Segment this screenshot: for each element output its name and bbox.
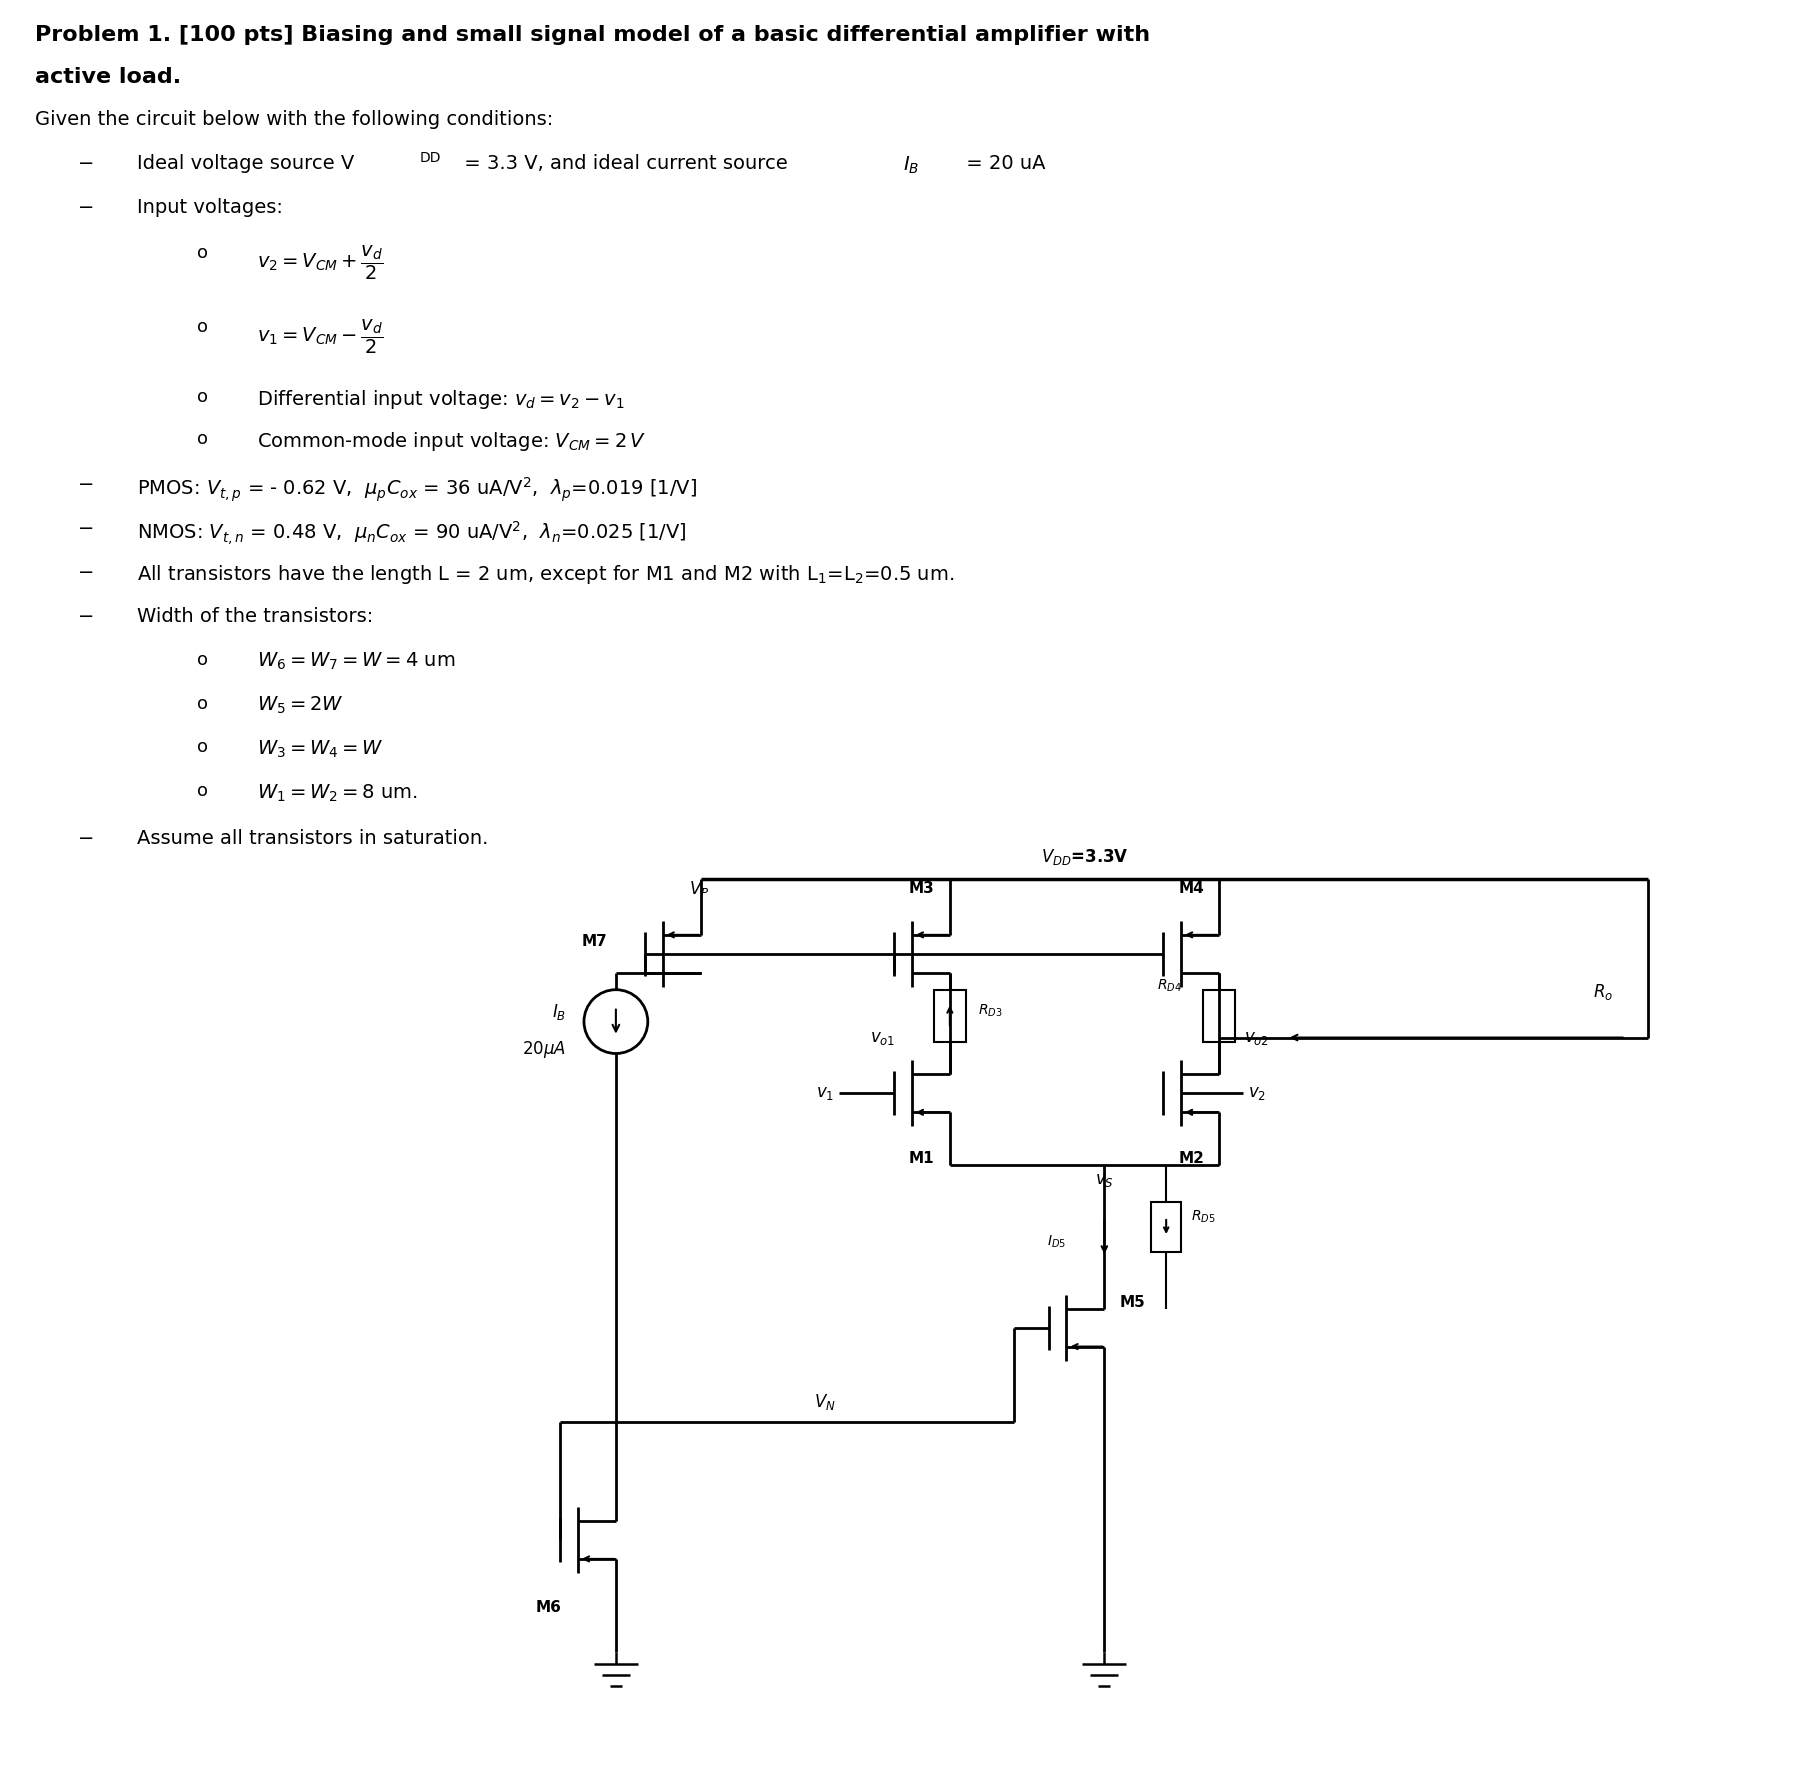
Text: $20\mu A$: $20\mu A$ <box>523 1038 566 1060</box>
Text: $V_N$: $V_N$ <box>815 1392 836 1413</box>
Text: Width of the transistors:: Width of the transistors: <box>137 607 373 626</box>
Text: $R_{D3}$: $R_{D3}$ <box>978 1003 1002 1019</box>
Text: $W_1 = W_2 = 8$ um.: $W_1 = W_2 = 8$ um. <box>258 783 418 803</box>
Text: −: − <box>77 607 94 626</box>
Text: −: − <box>77 564 94 582</box>
Text: M2: M2 <box>1179 1151 1204 1167</box>
Text: $V_P$: $V_P$ <box>690 880 710 899</box>
Text: active load.: active load. <box>34 66 180 87</box>
Text: Assume all transistors in saturation.: Assume all transistors in saturation. <box>137 830 488 847</box>
Text: o: o <box>196 430 209 448</box>
Text: M7: M7 <box>582 935 607 949</box>
Text: $I_B$: $I_B$ <box>551 1001 566 1022</box>
Text: o: o <box>196 318 209 335</box>
Text: o: o <box>196 783 209 801</box>
Text: $R_o$: $R_o$ <box>1593 981 1613 1001</box>
Text: Problem 1. [100 pts] Biasing and small signal model of a basic differential ampl: Problem 1. [100 pts] Biasing and small s… <box>34 25 1150 45</box>
Text: Input voltages:: Input voltages: <box>137 198 283 218</box>
Text: $R_{D4}$: $R_{D4}$ <box>1157 978 1182 994</box>
Text: $I_B$: $I_B$ <box>903 153 919 175</box>
Text: $v_1 = V_{CM} - \dfrac{v_d}{2}$: $v_1 = V_{CM} - \dfrac{v_d}{2}$ <box>258 318 384 357</box>
Text: DD: DD <box>420 152 441 166</box>
Text: M5: M5 <box>1119 1295 1144 1309</box>
Text: −: − <box>77 475 94 494</box>
Text: $V_{DD}$=3.3V: $V_{DD}$=3.3V <box>1040 847 1128 867</box>
Text: Given the circuit below with the following conditions:: Given the circuit below with the followi… <box>34 111 553 130</box>
Text: o: o <box>196 651 209 669</box>
Text: o: o <box>196 387 209 405</box>
Text: −: − <box>77 198 94 218</box>
FancyBboxPatch shape <box>1204 990 1234 1042</box>
FancyBboxPatch shape <box>1151 1202 1180 1252</box>
FancyBboxPatch shape <box>933 990 966 1042</box>
Text: $W_6 = W_7 = W = 4$ um: $W_6 = W_7 = W = 4$ um <box>258 651 456 673</box>
Text: o: o <box>196 739 209 756</box>
Text: $v_{o1}$: $v_{o1}$ <box>870 1029 896 1047</box>
Text: $v_{o2}$: $v_{o2}$ <box>1243 1029 1269 1047</box>
Text: $v_1$: $v_1$ <box>816 1085 834 1103</box>
Text: $R_{D5}$: $R_{D5}$ <box>1191 1210 1216 1226</box>
Text: Common-mode input voltage: $V_{CM} = 2\,V$: Common-mode input voltage: $V_{CM} = 2\,… <box>258 430 647 453</box>
Text: = 20 uA: = 20 uA <box>960 153 1045 173</box>
Text: Ideal voltage source V: Ideal voltage source V <box>137 153 355 173</box>
Text: All transistors have the length L = 2 um, except for M1 and M2 with L$_1$=L$_2$=: All transistors have the length L = 2 um… <box>137 564 955 585</box>
Text: o: o <box>196 244 209 262</box>
Text: M1: M1 <box>910 1151 935 1167</box>
Text: −: − <box>77 519 94 539</box>
Text: $v_2$: $v_2$ <box>1249 1085 1267 1103</box>
Text: $v_2 = V_{CM} + \dfrac{v_d}{2}$: $v_2 = V_{CM} + \dfrac{v_d}{2}$ <box>258 244 384 282</box>
Text: −: − <box>77 830 94 847</box>
Text: M4: M4 <box>1179 881 1204 896</box>
Text: −: − <box>77 153 94 173</box>
Text: = 3.3 V, and ideal current source: = 3.3 V, and ideal current source <box>458 153 795 173</box>
Text: M3: M3 <box>908 881 935 896</box>
Text: NMOS: $V_{t,n}$ = 0.48 V,  $\mu_n C_{ox}$ = 90 uA/V$^2$,  $\lambda_n$=0.025 [1/V: NMOS: $V_{t,n}$ = 0.48 V, $\mu_n C_{ox}$… <box>137 519 687 548</box>
Text: $W_5 = 2W$: $W_5 = 2W$ <box>258 694 344 715</box>
Text: $v_S$: $v_S$ <box>1096 1170 1114 1190</box>
Text: PMOS: $V_{t,p}$ = - 0.62 V,  $\mu_p C_{ox}$ = 36 uA/V$^2$,  $\lambda_p$=0.019 [1: PMOS: $V_{t,p}$ = - 0.62 V, $\mu_p C_{ox… <box>137 475 697 503</box>
Text: $W_3 = W_4 = W$: $W_3 = W_4 = W$ <box>258 739 384 760</box>
Text: $I_{D5}$: $I_{D5}$ <box>1047 1235 1067 1251</box>
Text: o: o <box>196 694 209 712</box>
Text: M6: M6 <box>535 1600 560 1615</box>
Text: Differential input voltage: $v_d = v_2 - v_1$: Differential input voltage: $v_d = v_2 -… <box>258 387 625 410</box>
